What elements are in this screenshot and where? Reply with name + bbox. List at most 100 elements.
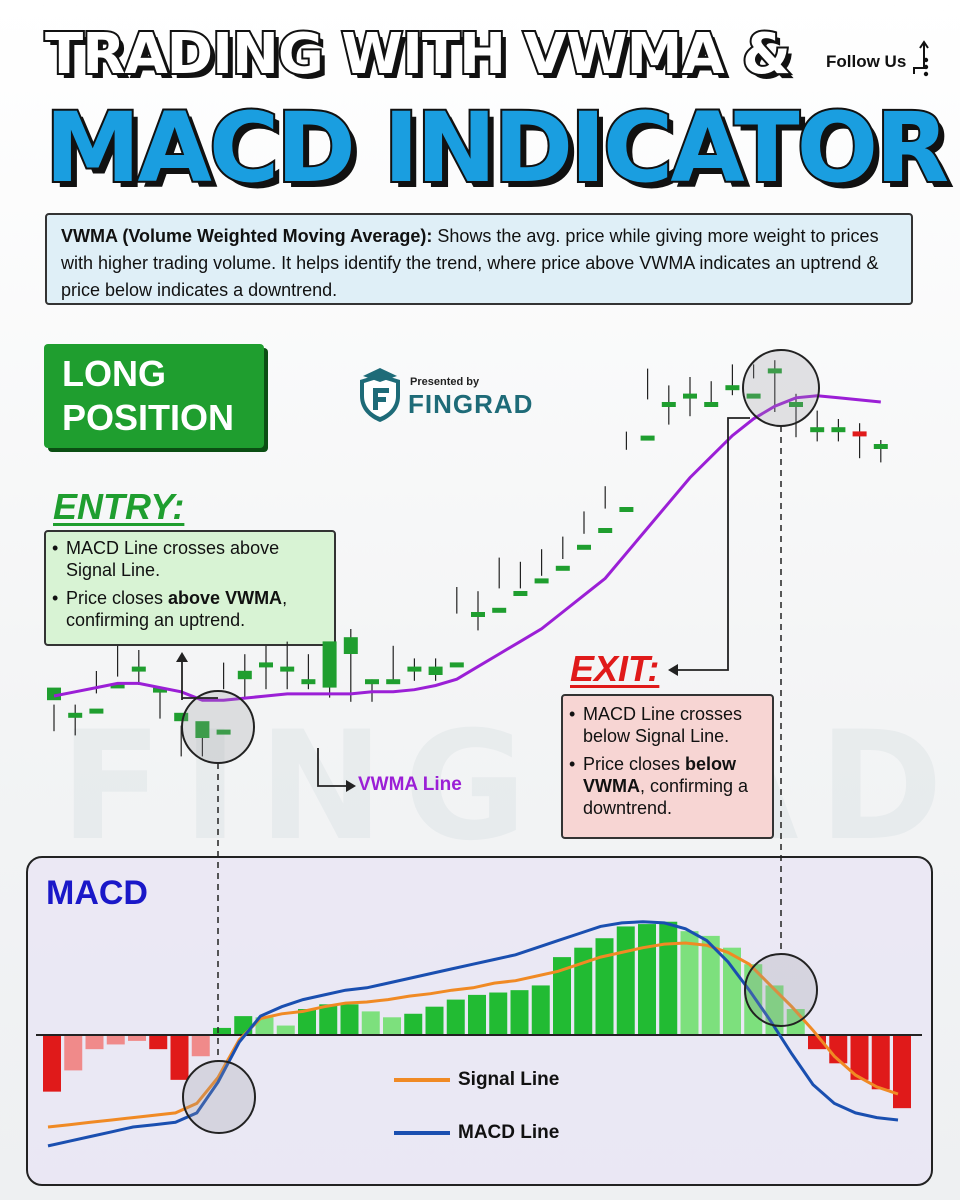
position-label: POSITION <box>62 397 235 438</box>
long-position-badge: LONG POSITION <box>44 344 264 448</box>
macd-histogram <box>43 921 911 1109</box>
histogram-bar <box>43 1035 61 1092</box>
candle-body <box>407 666 422 672</box>
histogram-bar <box>531 985 550 1035</box>
candle-body <box>280 666 295 672</box>
candle-body <box>216 729 231 735</box>
vwma-arrow-head <box>346 780 356 792</box>
exit-connector <box>676 417 750 671</box>
candle-body <box>195 721 210 738</box>
candle-body <box>661 402 676 407</box>
exit-conditions-box: • MACD Line crosses below Signal Line. • P… <box>561 694 774 839</box>
candle-body <box>619 507 634 512</box>
entry-arrow-head <box>176 652 188 662</box>
histogram-bar <box>85 1035 104 1050</box>
candle-body <box>68 712 83 718</box>
fingrad-logo-icon <box>360 368 400 422</box>
histogram-bar <box>361 1011 380 1035</box>
entry-bullet-2-post: , confirming an uptrend. <box>66 588 288 630</box>
candle-body <box>131 666 146 672</box>
vwma-line <box>53 394 881 702</box>
histogram-bar <box>510 990 529 1035</box>
exit-bullet-2-bold: below VWMA <box>583 754 737 796</box>
candle-body <box>47 687 61 701</box>
candle-body <box>704 402 719 407</box>
histogram-bar <box>723 947 741 1035</box>
entry-bullet-2-bold: above VWMA <box>168 588 283 608</box>
histogram-bar <box>213 1027 231 1035</box>
exit-bullet-2: • Price closes below VWMA, confirming a d… <box>569 754 749 818</box>
histogram-bar <box>106 1035 125 1045</box>
candle-body <box>767 368 782 374</box>
histogram-bar <box>255 1017 274 1035</box>
histogram-bar <box>340 1004 359 1035</box>
macd-legend-label: MACD Line <box>458 1122 560 1143</box>
histogram-bar <box>191 1035 210 1057</box>
candle-body <box>492 607 507 613</box>
vwma-connector <box>317 748 350 787</box>
histogram-bar <box>638 924 656 1035</box>
candle-body <box>428 666 443 675</box>
candle-body <box>577 544 591 550</box>
histogram-bar <box>404 1013 423 1035</box>
candle-body <box>555 565 570 571</box>
candles-layer <box>47 360 888 757</box>
candle-body <box>343 637 358 654</box>
candle-body <box>831 427 846 433</box>
candle-body <box>110 683 125 689</box>
definition-term: VWMA (Volume Weighted Moving Average): <box>61 226 433 246</box>
entry-bullet-1-text: MACD Line crosses above Signal Line. <box>66 538 280 580</box>
signal-line <box>47 941 899 1129</box>
candle-body <box>322 641 337 688</box>
histogram-bar <box>468 994 486 1035</box>
presented-by-label: Presented by <box>410 376 480 388</box>
histogram-bar <box>616 926 635 1035</box>
exit-bullet-1: • MACD Line crosses below Signal Line. <box>569 703 766 747</box>
candle-body <box>810 427 825 433</box>
signal-legend-label: Signal Line <box>458 1069 560 1090</box>
candle-body <box>746 393 761 399</box>
long-label: LONG <box>62 353 166 394</box>
entry-macd-circle <box>182 1060 256 1134</box>
title-line-2: MACD INDICATOR <box>43 90 951 206</box>
candle-body <box>449 662 464 668</box>
follow-arrow-icon[interactable] <box>912 40 934 80</box>
vwma-definition-box: VWMA (Volume Weighted Moving Average): S… <box>45 213 913 305</box>
histogram-bar <box>170 1035 189 1080</box>
histogram-bar <box>128 1035 146 1041</box>
macd-title: MACD <box>46 874 148 912</box>
entry-bullet-1: • MACD Line crosses above Signal Line. <box>52 537 328 581</box>
candle-body <box>683 393 697 399</box>
histogram-bar <box>701 935 720 1035</box>
candle-body <box>725 385 740 391</box>
candle-body <box>259 662 273 668</box>
histogram-bar <box>383 1017 401 1035</box>
histogram-bar <box>659 921 678 1035</box>
histogram-bar <box>893 1035 911 1109</box>
follow-us-link[interactable]: Follow Us <box>826 52 907 71</box>
definition-text: Shows the avg. price while giving more w… <box>61 226 879 300</box>
exit-arrow-head <box>668 664 678 676</box>
vwma-line-label: VWMA Line <box>358 774 462 795</box>
entry-bullet-2-pre: Price closes <box>66 588 169 608</box>
candle-body <box>852 431 867 437</box>
exit-bullet-2-pre: Price closes <box>583 754 686 774</box>
entry-bullet-2: • Price closes above VWMA, confirming an … <box>52 588 288 630</box>
legend-swatches <box>394 1078 450 1135</box>
candle-body <box>301 679 316 685</box>
exit-heading: EXIT: <box>570 648 660 689</box>
histogram-bar <box>850 1035 869 1080</box>
candle-body <box>386 679 401 685</box>
histogram-bar <box>276 1025 295 1035</box>
candle-body <box>789 402 803 407</box>
histogram-bar <box>319 1004 338 1035</box>
candle-body <box>513 591 528 596</box>
candle-body <box>365 679 379 685</box>
entry-price-circle <box>181 690 255 764</box>
histogram-bar <box>298 1009 316 1035</box>
histogram-bar <box>595 938 614 1035</box>
histogram-bar <box>489 992 508 1035</box>
entry-conditions-box: • MACD Line crosses above Signal Line. • P… <box>44 530 336 646</box>
candle-body <box>873 444 888 449</box>
histogram-bar <box>149 1035 168 1050</box>
